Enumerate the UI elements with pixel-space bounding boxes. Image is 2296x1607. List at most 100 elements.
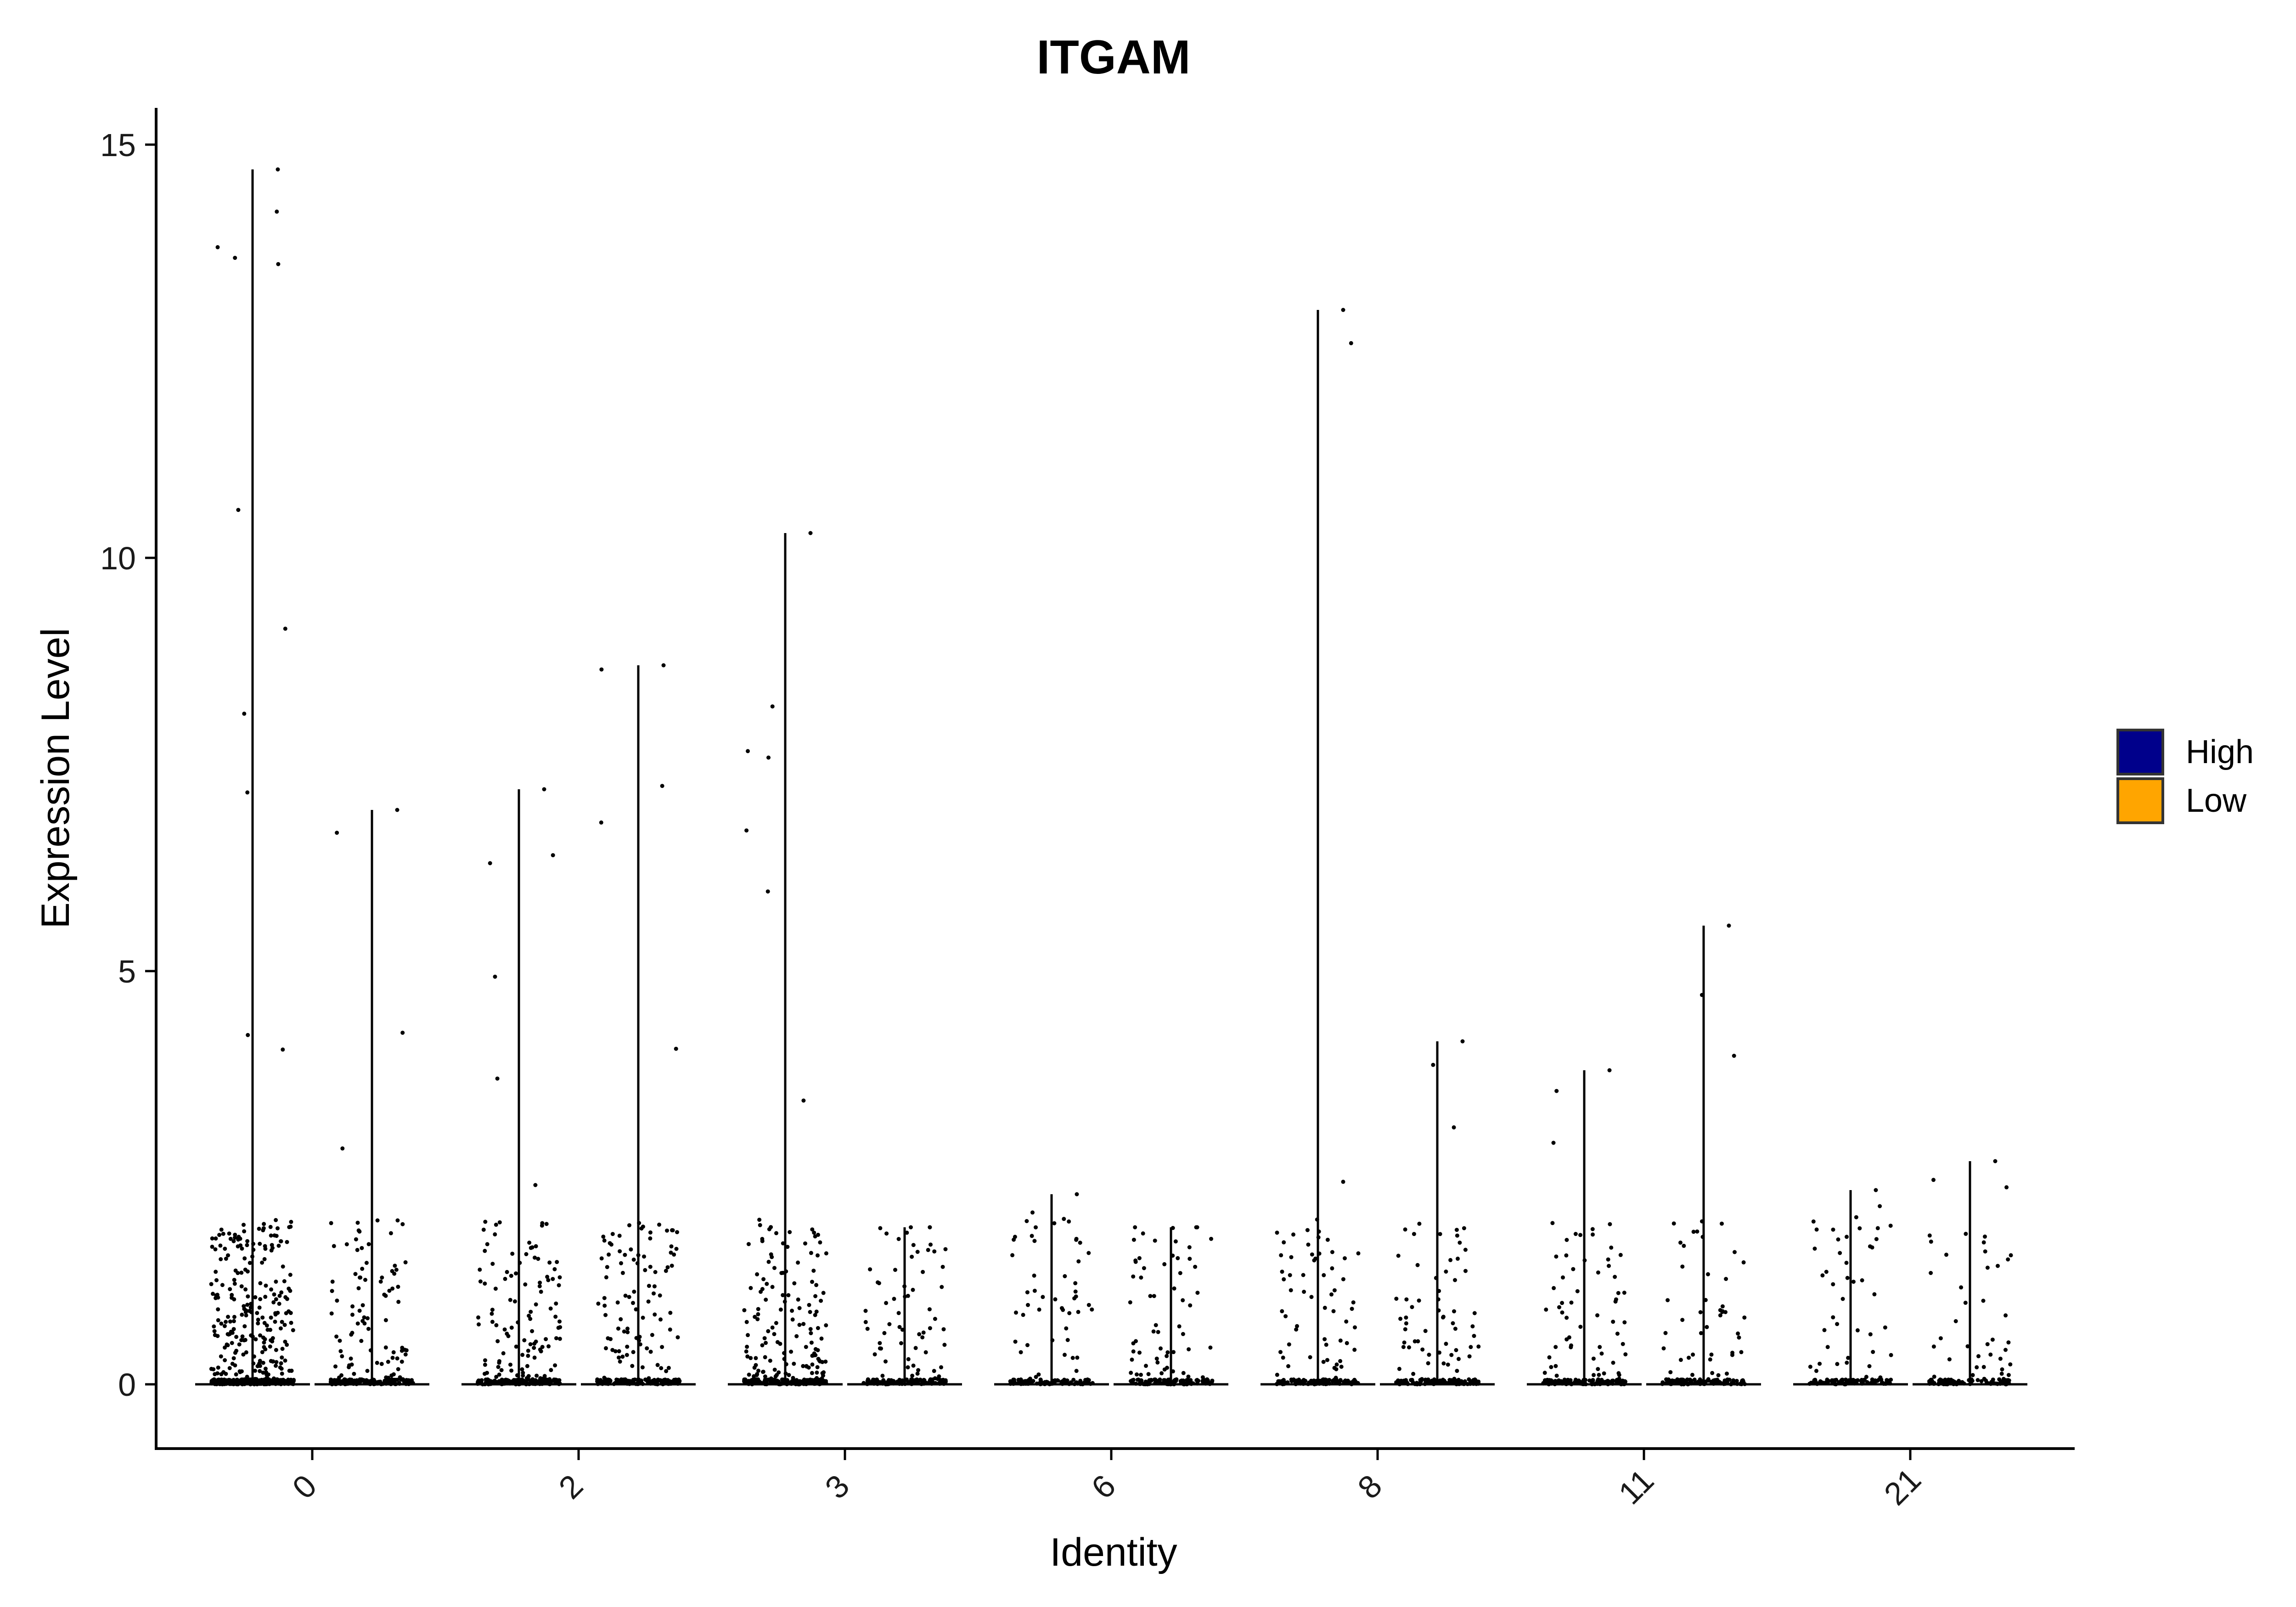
data-point	[1412, 1339, 1417, 1343]
data-point	[494, 1375, 499, 1379]
data-point	[610, 1232, 615, 1236]
data-point	[607, 1252, 611, 1257]
data-point	[911, 1363, 916, 1368]
data-point	[284, 1311, 288, 1315]
data-point	[625, 1326, 630, 1331]
data-point	[263, 1294, 268, 1299]
data-point	[394, 1268, 399, 1272]
data-point	[258, 1369, 262, 1373]
data-point	[366, 1242, 371, 1247]
data-point	[763, 1374, 767, 1379]
data-point	[404, 1348, 409, 1353]
data-point	[1278, 1350, 1283, 1354]
data-point	[557, 1319, 562, 1324]
data-point	[761, 1370, 765, 1374]
data-point	[212, 1324, 216, 1329]
data-point	[761, 1277, 766, 1281]
data-point	[1052, 1221, 1057, 1225]
data-point	[1280, 1309, 1284, 1314]
data-point	[1956, 1381, 1960, 1385]
data-point	[348, 1378, 353, 1383]
data-point	[602, 1238, 607, 1243]
data-point	[1427, 1353, 1431, 1357]
data-point	[1171, 1226, 1175, 1230]
data-point	[214, 1236, 218, 1241]
data-point	[1071, 1377, 1076, 1382]
data-point	[1547, 1382, 1551, 1387]
data-point	[1476, 1381, 1481, 1386]
data-point	[508, 1362, 512, 1367]
data-point	[275, 209, 279, 214]
data-point	[790, 1309, 794, 1313]
data-point	[1047, 1382, 1052, 1387]
data-point	[625, 1344, 630, 1349]
data-point	[1206, 1380, 1211, 1385]
data-point	[248, 1261, 252, 1265]
data-point	[926, 1247, 930, 1252]
data-point	[523, 1282, 528, 1287]
data-point	[1875, 1226, 1880, 1231]
data-point	[1195, 1291, 1200, 1295]
data-point	[863, 1320, 868, 1324]
data-point	[1700, 1235, 1705, 1239]
data-point	[1344, 1319, 1349, 1324]
data-point	[1151, 1329, 1156, 1334]
data-point	[527, 1382, 531, 1387]
data-point	[377, 1380, 381, 1384]
data-point	[1976, 1354, 1981, 1359]
data-point	[941, 1327, 946, 1332]
data-point	[1985, 1265, 1990, 1270]
data-point	[819, 1336, 824, 1341]
data-point	[1669, 1379, 1674, 1383]
data-point	[1930, 1379, 1935, 1384]
data-point	[1621, 1378, 1625, 1383]
data-point	[490, 1262, 495, 1266]
data-point	[755, 1272, 760, 1276]
data-point	[495, 1076, 500, 1081]
data-point	[1083, 1378, 1088, 1382]
data-point	[810, 1280, 814, 1284]
data-point	[1038, 1377, 1043, 1382]
data-point	[2006, 1378, 2010, 1382]
data-point	[1831, 1315, 1835, 1320]
data-point	[1351, 1379, 1356, 1383]
data-point	[222, 1324, 227, 1328]
data-point	[1401, 1345, 1406, 1349]
data-point	[1560, 1310, 1564, 1315]
data-point	[258, 1281, 263, 1286]
data-point	[1075, 1192, 1079, 1197]
data-point	[262, 1345, 266, 1349]
data-point	[557, 1337, 562, 1341]
data-point	[1090, 1381, 1095, 1385]
data-point	[390, 1287, 395, 1291]
data-point	[938, 1382, 942, 1386]
data-point	[599, 1256, 604, 1261]
data-point	[1172, 1286, 1176, 1291]
data-point	[1275, 1372, 1279, 1377]
data-point	[363, 1278, 367, 1282]
data-point	[291, 1328, 295, 1332]
data-point	[545, 1275, 550, 1279]
data-point	[1041, 1295, 1045, 1299]
data-point	[1678, 1377, 1683, 1382]
data-point	[1171, 1253, 1175, 1258]
data-point	[398, 1375, 402, 1380]
data-point	[483, 1371, 487, 1376]
data-point	[281, 1264, 285, 1269]
data-point	[1844, 1260, 1849, 1265]
data-point	[1313, 1256, 1318, 1261]
data-point	[660, 1345, 664, 1349]
data-point	[544, 1337, 548, 1342]
data-point	[285, 1240, 289, 1244]
data-point	[790, 1317, 795, 1322]
data-point	[274, 1218, 278, 1222]
data-point	[1883, 1325, 1887, 1330]
data-point	[1825, 1379, 1829, 1383]
data-point	[330, 1382, 334, 1387]
violin-low-6	[1114, 1225, 1228, 1387]
data-point	[1346, 1380, 1351, 1385]
data-point	[279, 1239, 283, 1243]
data-point	[1321, 1360, 1326, 1364]
data-point	[782, 1299, 787, 1304]
data-point	[242, 1324, 247, 1329]
